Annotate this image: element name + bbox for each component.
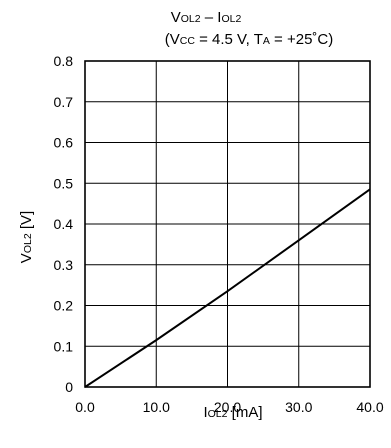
text-part: – I <box>201 9 222 26</box>
x-tick-label: 40.0 <box>356 399 383 415</box>
chart-subtitle: (VCC = 4.5 V, TA = +25˚C) <box>165 31 334 48</box>
series-group <box>84 188 371 388</box>
x-tick-label: 10.0 <box>143 399 170 415</box>
text-part: OL2 <box>181 13 201 25</box>
text-part: = +25˚C) <box>270 31 333 48</box>
text-part: A <box>263 35 270 47</box>
y-tick-label: 0.3 <box>54 257 74 273</box>
text-part: V <box>18 253 35 263</box>
chart-title: VOL2 – IOL2 <box>171 9 242 26</box>
text-part: I <box>203 404 207 421</box>
text-part: [V] <box>18 211 35 234</box>
x-tick-label: 20.0 <box>214 399 241 415</box>
y-tick-label: 0.7 <box>54 94 74 110</box>
y-tick-label: 0.4 <box>54 216 74 232</box>
grid <box>85 61 370 387</box>
y-tick-label: 0.8 <box>54 53 74 69</box>
series-line <box>84 188 371 388</box>
text-part: = 4.5 V, T <box>195 31 263 48</box>
plot-border <box>84 60 371 388</box>
plot-frame <box>84 60 371 388</box>
text-part: OL2 <box>208 408 228 420</box>
y-tick-label: 0.1 <box>54 338 74 354</box>
y-tick-label: 0.6 <box>54 135 74 151</box>
text-part: V <box>171 9 181 26</box>
x-axis-ticks: 0.0 10.0 20.0 30.0 40.0 <box>75 399 384 415</box>
text-part: [mA] <box>228 404 263 421</box>
text-part: OL2 <box>22 233 34 253</box>
x-tick-label: 0.0 <box>75 399 95 415</box>
text-part: (V <box>165 31 180 48</box>
y-axis-label: VOL2 [V] <box>18 211 35 263</box>
text-part: CC <box>180 35 196 47</box>
x-tick-label: 30.0 <box>285 399 312 415</box>
text-part: OL2 <box>221 13 241 25</box>
y-tick-label: 0.5 <box>54 175 74 191</box>
x-axis-label: IOL2 [mA] <box>203 404 262 421</box>
y-tick-label: 0.2 <box>54 298 74 314</box>
y-axis-ticks: 0 0.1 0.2 0.3 0.4 0.5 0.6 0.7 0.8 <box>54 53 74 395</box>
y-tick-label: 0 <box>65 379 73 395</box>
